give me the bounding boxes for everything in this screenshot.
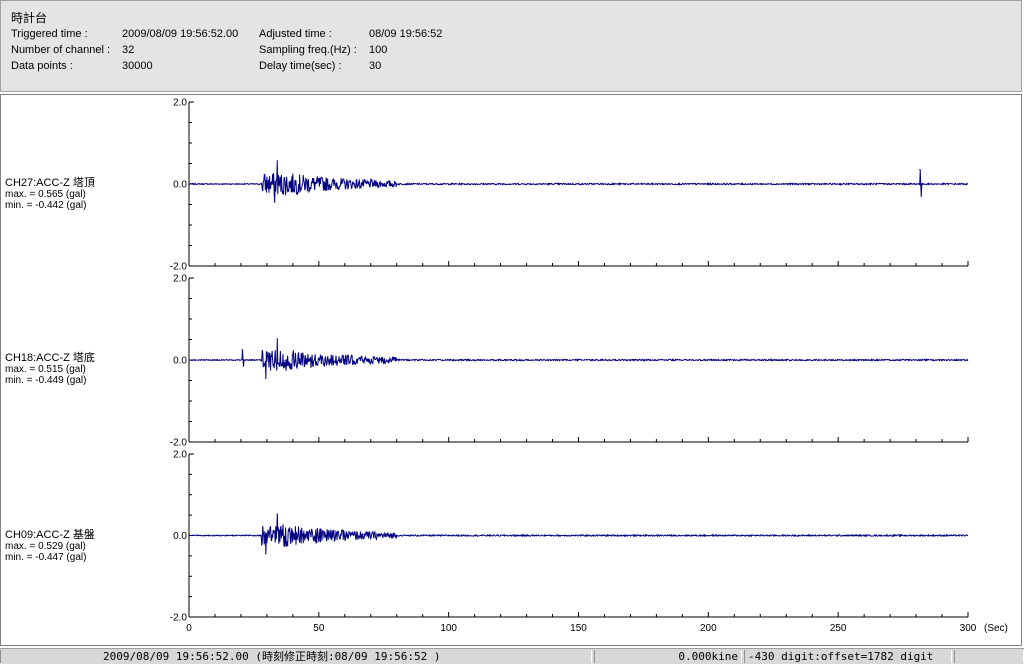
channel-max: max. = 0.565 (gal): [5, 189, 86, 200]
channel-count-value: 32: [122, 44, 135, 56]
data-points-value: 30000: [122, 60, 153, 72]
y-tick-label: -2.0: [170, 438, 188, 449]
waveform-chart: 2.00.0-2.02.00.0-2.02.00.0-2.00 50 100 150 2…: [170, 98, 1008, 635]
y-tick-label: 0.0: [173, 180, 187, 191]
waveform-peak-point: [242, 365, 245, 367]
status-velocity: 0.000kine: [594, 650, 742, 663]
triggered-time-label: Triggered time :: [11, 28, 88, 40]
waveform-peak-point: [265, 377, 267, 380]
channel-label-ch18: CH18:ACC-Z 塔底 max. = 0.515 (gal) min. = …: [5, 352, 95, 386]
waveform-peak-point: [265, 553, 267, 555]
channel-max: max. = 0.529 (gal): [5, 541, 86, 552]
waveform-peak-point: [276, 160, 278, 162]
waveform-peak-point: [241, 349, 243, 351]
x-tick-label: 150: [570, 623, 587, 634]
status-time: 2009/08/09 19:56:52.00 (時刻修正時刻:08/09 19:…: [0, 650, 592, 663]
channel-name: CH09:ACC-Z 基盤: [5, 529, 95, 541]
adjusted-time-label: Adjusted time :: [259, 28, 332, 40]
status-extra: [954, 650, 1024, 663]
x-tick-label: 0: [186, 623, 192, 634]
channel-min: min. = -0.449 (gal): [5, 375, 87, 386]
channel-label-ch09: CH09:ACC-Z 基盤 max. = 0.529 (gal) min. = …: [5, 529, 95, 563]
y-tick-label: -2.0: [170, 613, 188, 624]
delay-time-label: Delay time(sec) :: [259, 60, 342, 72]
x-tick-label: 250: [830, 623, 847, 634]
channel-name: CH18:ACC-Z 塔底: [5, 352, 95, 364]
recording-info-panel: 時計台 Triggered time : 2009/08/09 19:56:52…: [0, 0, 1022, 92]
waveform-series-line: [188, 160, 969, 203]
waveform-peak-point: [920, 195, 922, 197]
x-tick-label: 50: [313, 623, 325, 634]
x-tick-label: 100: [440, 623, 457, 634]
channel-label-ch27: CH27:ACC-Z 塔頂 max. = 0.565 (gal) min. = …: [5, 177, 95, 211]
sampling-freq-value: 100: [369, 44, 388, 56]
status-bar: 2009/08/09 19:56:52.00 (時刻修正時刻:08/09 19:…: [0, 648, 1024, 664]
channel-min: min. = -0.442 (gal): [5, 200, 87, 211]
waveform-series-line: [188, 513, 969, 554]
y-tick-label: -2.0: [170, 262, 188, 273]
waveform-peak-point: [276, 513, 278, 515]
station-title: 時計台: [11, 11, 48, 25]
y-tick-label: 2.0: [173, 274, 187, 285]
adjusted-time-value: 08/09 19:56:52: [369, 28, 443, 40]
sampling-freq-label: Sampling freq.(Hz) :: [259, 44, 357, 56]
x-tick-label: 300: [960, 623, 977, 634]
waveform-peak-point: [274, 201, 276, 203]
channel-count-label: Number of channel :: [11, 44, 111, 56]
waveform-series-line: [188, 338, 969, 379]
y-tick-label: 2.0: [173, 98, 187, 109]
y-tick-label: 2.0: [173, 450, 187, 461]
status-digit: -430 digit:offset=1782 digit: [744, 650, 952, 663]
channel-min: min. = -0.447 (gal): [5, 552, 87, 563]
channel-name: CH27:ACC-Z 塔頂: [5, 177, 95, 189]
waveform-peak-point: [276, 338, 278, 340]
waveform-peak-point: [919, 169, 921, 171]
data-points-label: Data points :: [11, 60, 73, 72]
y-tick-label: 0.0: [173, 356, 187, 367]
waveform-plot-area[interactable]: 2.0 0.0 -2.0 2.0 0.0 -2.0 2.0 0.0 -2.0 0 50 100 150 2…: [0, 94, 1022, 646]
channel-max: max. = 0.515 (gal): [5, 364, 86, 375]
delay-time-value: 30: [369, 60, 382, 72]
triggered-time-value: 2009/08/09 19:56:52.00: [122, 28, 239, 40]
x-tick-label: 200: [700, 623, 717, 634]
y-tick-label: 0.0: [173, 531, 187, 542]
x-axis-unit: (Sec): [984, 623, 1008, 634]
